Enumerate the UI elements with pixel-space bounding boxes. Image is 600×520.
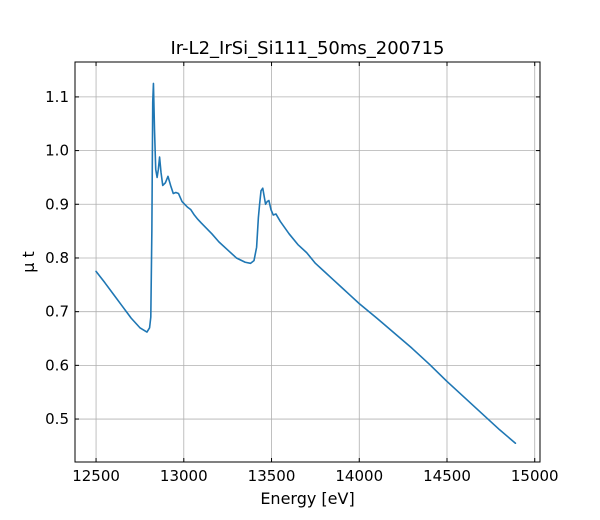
y-tick-label: 0.7 [45,303,69,321]
x-axis-label: Energy [eV] [260,489,354,508]
series-line-0 [95,82,517,445]
y-tick-label: 1.0 [45,142,69,160]
y-tick-label: 1.1 [45,88,69,106]
y-tick-label: 0.8 [45,249,69,267]
x-tick-label: 14500 [423,467,471,485]
axis-ticks: 12500 13000 13500 14000 14500 15000 0.5 0.6 0.7 0… [45,62,559,485]
x-tick-label: 12500 [72,467,120,485]
y-tick-label: 0.9 [45,195,69,213]
y-tick-label: 0.6 [45,356,69,374]
x-tick-label: 15000 [511,467,559,485]
x-tick-label: 14000 [335,467,383,485]
y-tick-label: 0.5 [45,410,69,428]
x-tick-label: 13500 [248,467,296,485]
series-layer [95,82,517,445]
chart-title: Ir-L2_IrSi_Si111_50ms_200715 [171,38,445,59]
x-tick-label: 13000 [160,467,208,485]
plot-frame [74,61,541,463]
y-axis-label: μ t [19,251,38,273]
